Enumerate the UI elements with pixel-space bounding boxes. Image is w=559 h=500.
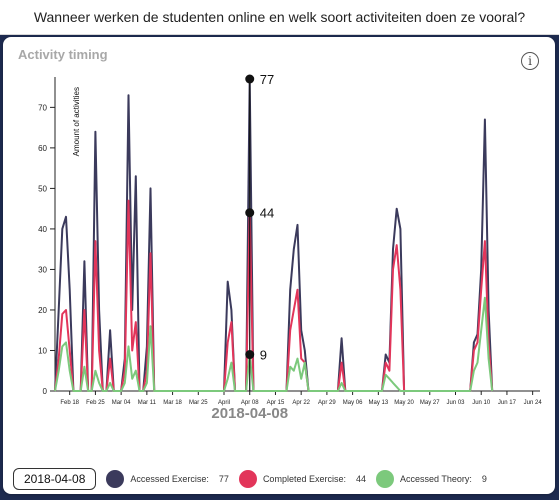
x-tick-label: Jun 03 (446, 400, 465, 406)
y-tick-label: 40 (38, 225, 47, 234)
question-text: Wanneer werken de studenten online en we… (33, 9, 526, 25)
legend-value: 44 (355, 474, 366, 484)
y-tick-label: 0 (43, 387, 48, 396)
x-tick-label: Mar 11 (138, 400, 157, 406)
x-tick-label: Jun 10 (472, 400, 491, 406)
focus-point (245, 208, 255, 218)
x-tick-label: Jun 24 (524, 400, 543, 406)
x-tick-label: Mar 18 (163, 400, 182, 406)
focus-date-label: 2018-04-08 (211, 405, 288, 422)
legend-item-accessed-exercise: Accessed Exercise: 77 (106, 470, 229, 488)
x-tick-label: May 20 (394, 400, 414, 406)
legend-value: 9 (481, 474, 487, 484)
selected-date-box: 2018-04-08 (13, 468, 97, 490)
series-line-accessed-theory (54, 296, 494, 392)
x-tick-label: May 06 (343, 400, 363, 406)
series-line-accessed-exercise (54, 78, 494, 392)
x-tick-label: Apr 22 (292, 400, 310, 406)
x-tick-label: April (218, 400, 230, 406)
accessed-theory-dot (376, 470, 394, 488)
y-tick-label: 60 (38, 144, 47, 153)
question-header: Wanneer werken de studenten online en we… (0, 0, 559, 35)
focus-value-label: 44 (260, 206, 274, 221)
accessed-exercise-dot (106, 470, 125, 488)
legend-label: Completed Exercise: (262, 474, 346, 484)
card-title: Activity timing (18, 47, 108, 62)
x-tick-label: Apr 15 (267, 400, 285, 406)
x-tick-label: Feb 18 (60, 400, 79, 406)
legend-label: Accessed Exercise: (130, 474, 209, 484)
completed-exercise-dot (238, 470, 257, 488)
y-axis-label: Amount of activities (72, 87, 81, 156)
series-line-completed-exercise (54, 199, 494, 392)
x-tick-label: May 27 (420, 400, 440, 406)
y-tick-label: 30 (38, 265, 47, 274)
activity-timing-card: Activity timing i 0 10 20 30 40 50 60 70 Amount … (3, 37, 555, 494)
legend-item-accessed-theory: Accessed Theory: 9 (376, 470, 487, 488)
x-tick-label: Feb 25 (86, 400, 105, 406)
x-tick-label: Mar 04 (112, 400, 131, 406)
focus-point (245, 350, 255, 360)
info-icon[interactable]: i (521, 52, 539, 70)
focus-value-label: 9 (260, 348, 267, 363)
legend-item-completed-exercise: Completed Exercise: 44 (238, 470, 366, 488)
legend: 2018-04-08 Accessed Exercise: 77 Complet… (13, 467, 553, 491)
y-tick-label: 50 (38, 184, 47, 193)
y-tick-label: 20 (38, 306, 47, 315)
focus-point (245, 74, 255, 84)
activity-chart[interactable]: 0 10 20 30 40 50 60 70 Amount of activities Feb 1… (3, 37, 555, 457)
focus-value-label: 77 (260, 72, 274, 87)
y-tick-label: 70 (38, 103, 47, 112)
x-tick-label: Jun 17 (498, 400, 517, 406)
x-tick-label: Apr 08 (241, 400, 259, 406)
x-tick-label: Mar 25 (189, 400, 208, 406)
x-tick-label: May 13 (368, 400, 388, 406)
legend-label: Accessed Theory: (400, 474, 472, 484)
legend-value: 77 (218, 474, 229, 484)
y-tick-label: 10 (38, 346, 47, 355)
x-tick-label: Apr 29 (318, 400, 336, 406)
